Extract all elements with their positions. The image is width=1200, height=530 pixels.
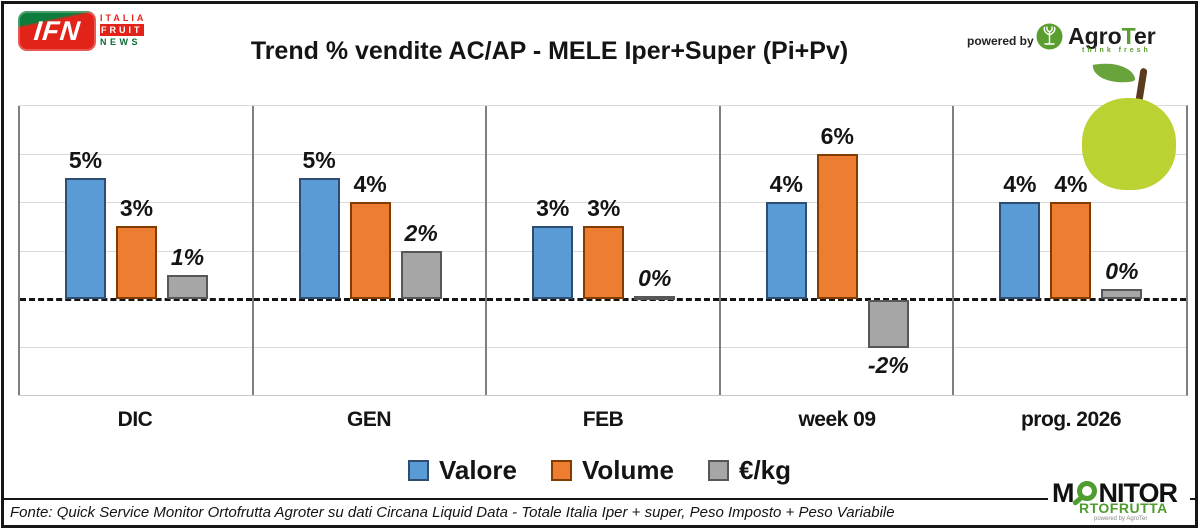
ifn-line-news: NEWS: [100, 37, 141, 47]
gridline: [20, 346, 252, 348]
chart-panel-week-09: 4% 6% -2%: [718, 106, 953, 395]
bar-value-label: 0%: [638, 265, 672, 292]
zero-baseline: [487, 297, 719, 301]
bar-valore-2: [532, 226, 574, 299]
ifn-logo-mark: IFN: [18, 11, 96, 51]
agroter-name-t: T: [1121, 23, 1135, 49]
ifn-logo-text: ITALIA FRUIT NEWS: [100, 11, 146, 47]
bar-volume-3: [816, 154, 858, 299]
bar-value-label: 3%: [119, 195, 154, 222]
bar-volume-4: [1050, 202, 1092, 299]
bar-value-label: 4%: [1003, 171, 1037, 198]
powered-by-label: powered by: [967, 34, 1034, 48]
apple-leaf: [1092, 59, 1136, 87]
legend-label-valore: Valore: [438, 455, 518, 485]
chart-panel-prog-2026: 4% 4% 0%: [952, 106, 1186, 395]
x-label-dic: DIC: [117, 408, 153, 431]
gridline: [487, 154, 719, 156]
bar-volume-1: [349, 202, 391, 299]
bar-volume-2: [583, 226, 625, 299]
x-label-prog2026: prog. 2026: [1020, 408, 1122, 431]
bar-value-label: 3%: [587, 195, 621, 222]
bar-value-label: 1%: [170, 243, 205, 270]
chart-panel-dic: 5% 3% 1%: [18, 106, 252, 395]
agroter-name-post: er: [1134, 23, 1156, 49]
zero-baseline: [720, 297, 953, 301]
monitor-ortofrutta-logo: M NITOR RTOFRUTTA powered by AgroTer: [1048, 478, 1190, 525]
agroter-wordmark: AgroTer think fresh: [1068, 23, 1156, 54]
gridline: [253, 346, 486, 348]
zero-baseline: [954, 297, 1186, 301]
x-axis-labels: DIC GEN FEB week 09 prog. 2026: [18, 408, 1188, 432]
x-label-feb: FEB: [582, 408, 624, 431]
bar-value-label: 6%: [820, 123, 854, 150]
bar-value-label: 4%: [1054, 171, 1088, 198]
bar--kg-4: [1101, 289, 1143, 299]
bar-value-label: 5%: [302, 147, 336, 174]
legend-swatch-volume: [551, 460, 573, 481]
chart-legend: Valore Volume €/kg: [4, 455, 1195, 486]
magnifier-ring: [1076, 481, 1097, 501]
legend-swatch-valore: [407, 460, 429, 481]
zero-baseline: [20, 297, 252, 301]
bar-valore-0: [65, 178, 106, 299]
monitor-row3: powered by AgroTer: [1094, 516, 1148, 522]
agroter-tagline: think fresh: [1082, 47, 1151, 54]
legend-label-volume: Volume: [582, 455, 674, 485]
bar-value-label: 2%: [404, 219, 438, 246]
ifn-line-italia: ITALIA: [100, 13, 147, 23]
monitor-row2: RTOFRUTTA: [1079, 500, 1168, 516]
page-title: Trend % vendite AC/AP - MELE Iper+Super …: [250, 37, 849, 65]
chart-panel-feb: 3% 3% 0%: [485, 106, 719, 395]
bar-value-label: 3%: [536, 195, 570, 222]
bar-value-label: 4%: [353, 171, 387, 198]
gridline: [720, 346, 953, 348]
bar-value-label: -2%: [867, 351, 909, 378]
agroter-tree-icon: [1036, 23, 1063, 50]
apple-graphic: [1080, 59, 1180, 192]
bar--kg-0: [167, 274, 208, 299]
legend-item-valore: Valore: [407, 455, 518, 486]
x-label-gen: GEN: [346, 408, 392, 431]
bar--kg-3: [867, 299, 909, 348]
footer-divider: [4, 498, 1195, 500]
bar--kg-2: [634, 296, 676, 301]
gridline: [487, 346, 719, 348]
ifn-logo: IFN ITALIA FRUIT NEWS: [18, 11, 146, 51]
gridline: [954, 346, 1186, 348]
legend-swatch-eur-kg: [708, 460, 729, 481]
apple-stem: [1135, 67, 1148, 103]
bar-valore-4: [999, 202, 1041, 299]
gridline: [20, 154, 252, 156]
monitor-nitor: NITOR: [1098, 478, 1179, 508]
monitor-row1: M NITOR: [1052, 478, 1190, 508]
bar-value-label: 0%: [1105, 258, 1139, 285]
agroter-name: AgroTer: [1068, 23, 1156, 49]
apple-body: [1082, 98, 1176, 190]
chart-panel-gen: 5% 4% 2%: [251, 106, 486, 395]
bar-volume-0: [116, 226, 157, 299]
agroter-name-pre: Agro: [1068, 23, 1122, 49]
agroter-logo: AgroTer think fresh: [1036, 23, 1156, 54]
gridline: [954, 154, 1186, 156]
zero-baseline: [253, 297, 486, 301]
legend-item-eur-kg: €/kg: [708, 455, 791, 486]
legend-item-volume: Volume: [551, 455, 674, 486]
gridline: [20, 202, 252, 204]
monitor-m: M: [1052, 478, 1074, 508]
source-note: Fonte: Quick Service Monitor Ortofrutta …: [10, 504, 895, 521]
bar-valore-3: [765, 202, 807, 299]
gridline: [253, 154, 486, 156]
gridline: [487, 202, 719, 204]
bar-value-label: 4%: [769, 171, 803, 198]
bar-value-label: 5%: [68, 147, 103, 174]
bar-valore-1: [298, 178, 340, 299]
magnifier-icon: [1071, 481, 1099, 507]
x-label-week09: week 09: [798, 408, 876, 431]
bar--kg-1: [400, 250, 442, 299]
ifn-line-fruit: FRUIT: [100, 24, 144, 36]
legend-label-eur-kg: €/kg: [739, 455, 792, 485]
chart-panels: 5% 3% 1% 5% 4% 2% 3% 3% 0% 4% 6% -2% 4% 4% 0%: [18, 105, 1188, 396]
